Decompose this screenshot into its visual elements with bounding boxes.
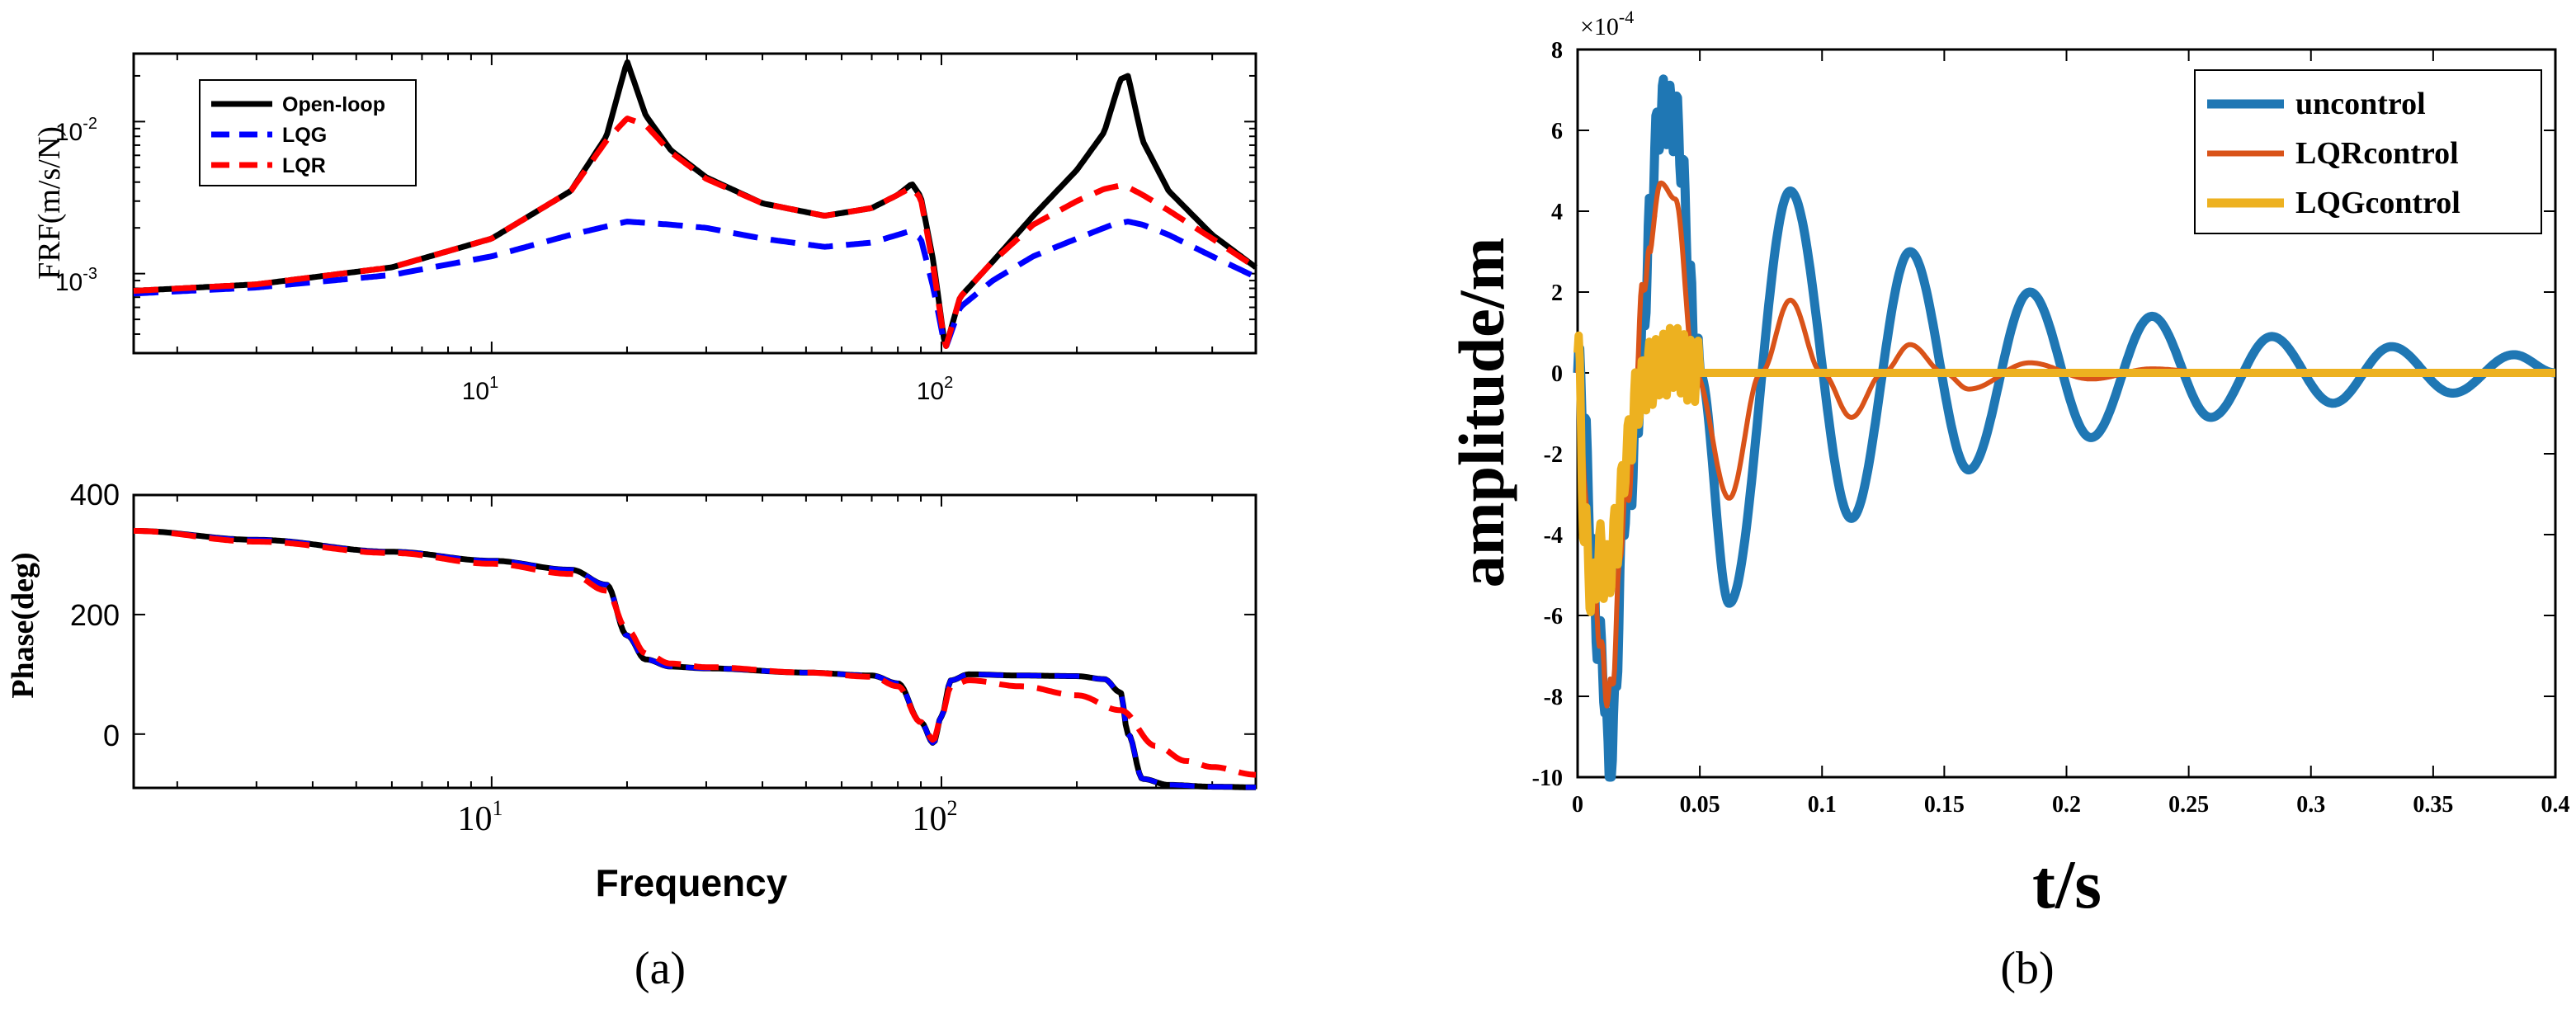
- time-line-lqgcontrol: [1573, 323, 2559, 616]
- time-ytick-label: 0: [1551, 361, 1563, 387]
- time-xtick-label: 0.1: [1808, 792, 1837, 818]
- time-xtick-label: 0.05: [1680, 792, 1720, 818]
- panel-b-label: (b): [2000, 943, 2054, 994]
- magnitude-line-open-loop: [133, 59, 1258, 349]
- time-xtick-label: 0.25: [2168, 792, 2209, 818]
- legend-label-lqrcontrol: LQRcontrol: [2295, 136, 2459, 171]
- amplitude-ylabel: amplitude/m: [1446, 238, 1517, 588]
- time-xtick-label: 0.2: [2052, 792, 2081, 818]
- phase-line-lqr: [133, 528, 1257, 778]
- time-xlabel: t/s: [2032, 846, 2102, 923]
- phase-plot: Phase(deg) 400 200 0 101 102 Frequency: [6, 478, 1257, 904]
- mag-xtick-label: 102: [917, 374, 954, 405]
- time-ytick-label: 8: [1551, 38, 1563, 64]
- panel-a-label: (a): [635, 943, 686, 994]
- time-xtick-label: 0.4: [2541, 792, 2570, 818]
- time-xtick-label: 0: [1572, 792, 1583, 818]
- phase-ytick-label: 200: [70, 598, 120, 632]
- legend-label-lqg: LQG: [282, 124, 327, 147]
- phase-ytick-label: 400: [70, 478, 120, 512]
- magnitude-ylabel: FRF(m/s/N): [32, 126, 67, 280]
- time-ytick-label: 2: [1551, 281, 1563, 306]
- time-legend: uncontrol LQRcontrol LQGcontrol: [2194, 69, 2542, 234]
- mag-xtick-label: 101: [462, 374, 499, 405]
- phase-ticks: [134, 494, 1257, 788]
- phase-series: [133, 528, 1257, 790]
- time-xtick-label: 0.15: [1924, 792, 1965, 818]
- phase-xtick-label: 101: [458, 796, 503, 838]
- mag-ytick-label: 10-3: [55, 265, 97, 296]
- time-ytick-label: -2: [1544, 442, 1563, 468]
- time-ytick-label: -4: [1544, 523, 1563, 549]
- time-ytick-label: -6: [1544, 604, 1563, 629]
- legend-label-lqr: LQR: [282, 154, 326, 177]
- magnitude-series: [133, 59, 1258, 350]
- frequency-xlabel: Frequency: [596, 861, 788, 904]
- mag-ytick-label: 10-2: [55, 115, 97, 146]
- legend-box: [199, 79, 417, 186]
- phase-ytick-label: 0: [103, 719, 120, 752]
- magnitude-plot: FRF(m/s/N) 10-2 10-3 101 102 Open-loop L…: [32, 52, 1258, 405]
- time-line-uncontrol: [1573, 74, 2559, 782]
- phase-axes-box: [132, 493, 1257, 790]
- legend-label-open-loop: Open-loop: [282, 93, 385, 116]
- exponent-label: ×10-4: [1580, 7, 1634, 40]
- time-xtick-label: 0.35: [2413, 792, 2453, 818]
- legend-label-lqgcontrol: LQGcontrol: [2295, 186, 2460, 220]
- magnitude-line-lqg: [133, 219, 1257, 350]
- time-xtick-labels: 0 0.05 0.1 0.15 0.2 0.25 0.3 0.35 0.4: [1572, 792, 2570, 818]
- phase-xtick-label: 102: [913, 796, 958, 838]
- magnitude-legend: Open-loop LQG LQR: [199, 79, 417, 186]
- phase-ylabel: Phase(deg): [6, 552, 40, 698]
- time-series: [1573, 74, 2559, 782]
- magnitude-line-lqr: [133, 116, 1257, 349]
- time-ytick-labels: 8 6 4 2 0 -2 -4 -6 -8 -10: [1532, 38, 1563, 791]
- magnitude-minor-ticks: [134, 54, 1257, 354]
- time-ytick-label: -10: [1532, 766, 1563, 791]
- time-ytick-label: 6: [1551, 119, 1563, 144]
- legend-label-uncontrol: uncontrol: [2295, 87, 2426, 121]
- time-xtick-label: 0.3: [2296, 792, 2325, 818]
- time-ytick-label: -8: [1544, 685, 1563, 710]
- time-ytick-label: 4: [1551, 200, 1563, 225]
